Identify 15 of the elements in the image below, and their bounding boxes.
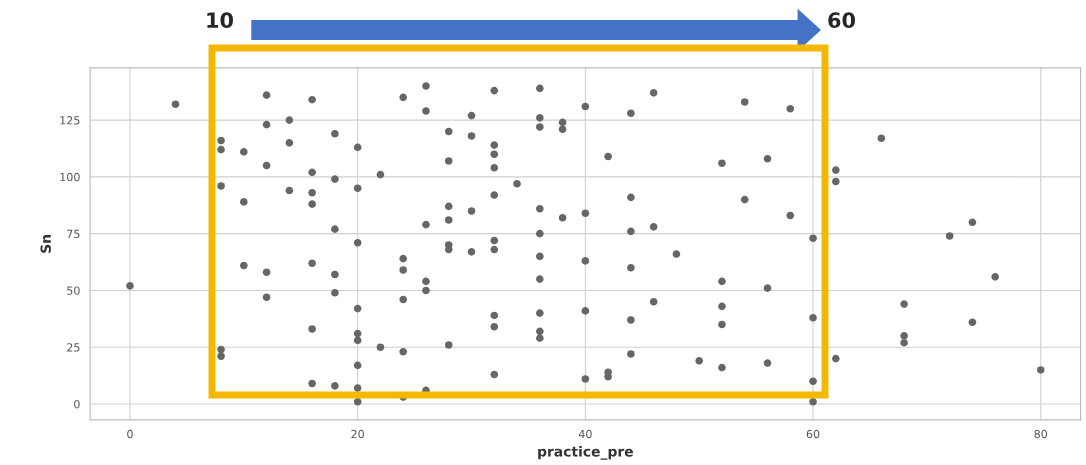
x-tick-label: 0 — [127, 429, 133, 439]
y-tick-label: 50 — [67, 286, 80, 295]
y-tick-label: 25 — [67, 343, 80, 352]
y-tick-label: 75 — [67, 229, 80, 239]
x-tick-label: 20 — [351, 429, 364, 439]
x-tick-label: 40 — [578, 429, 592, 439]
text: 60 — [828, 12, 855, 29]
x-tick-label: 80 — [1034, 429, 1048, 439]
y-tick-label: 0 — [74, 399, 80, 409]
x-tick-label: 60 — [806, 429, 820, 439]
y-axis-title: Sn — [40, 235, 51, 253]
y-tick-label: 100 — [60, 172, 80, 182]
text: 10 — [207, 12, 233, 29]
y-tick-label: 125 — [60, 116, 80, 125]
x-axis-title: practice_pre — [538, 445, 633, 460]
